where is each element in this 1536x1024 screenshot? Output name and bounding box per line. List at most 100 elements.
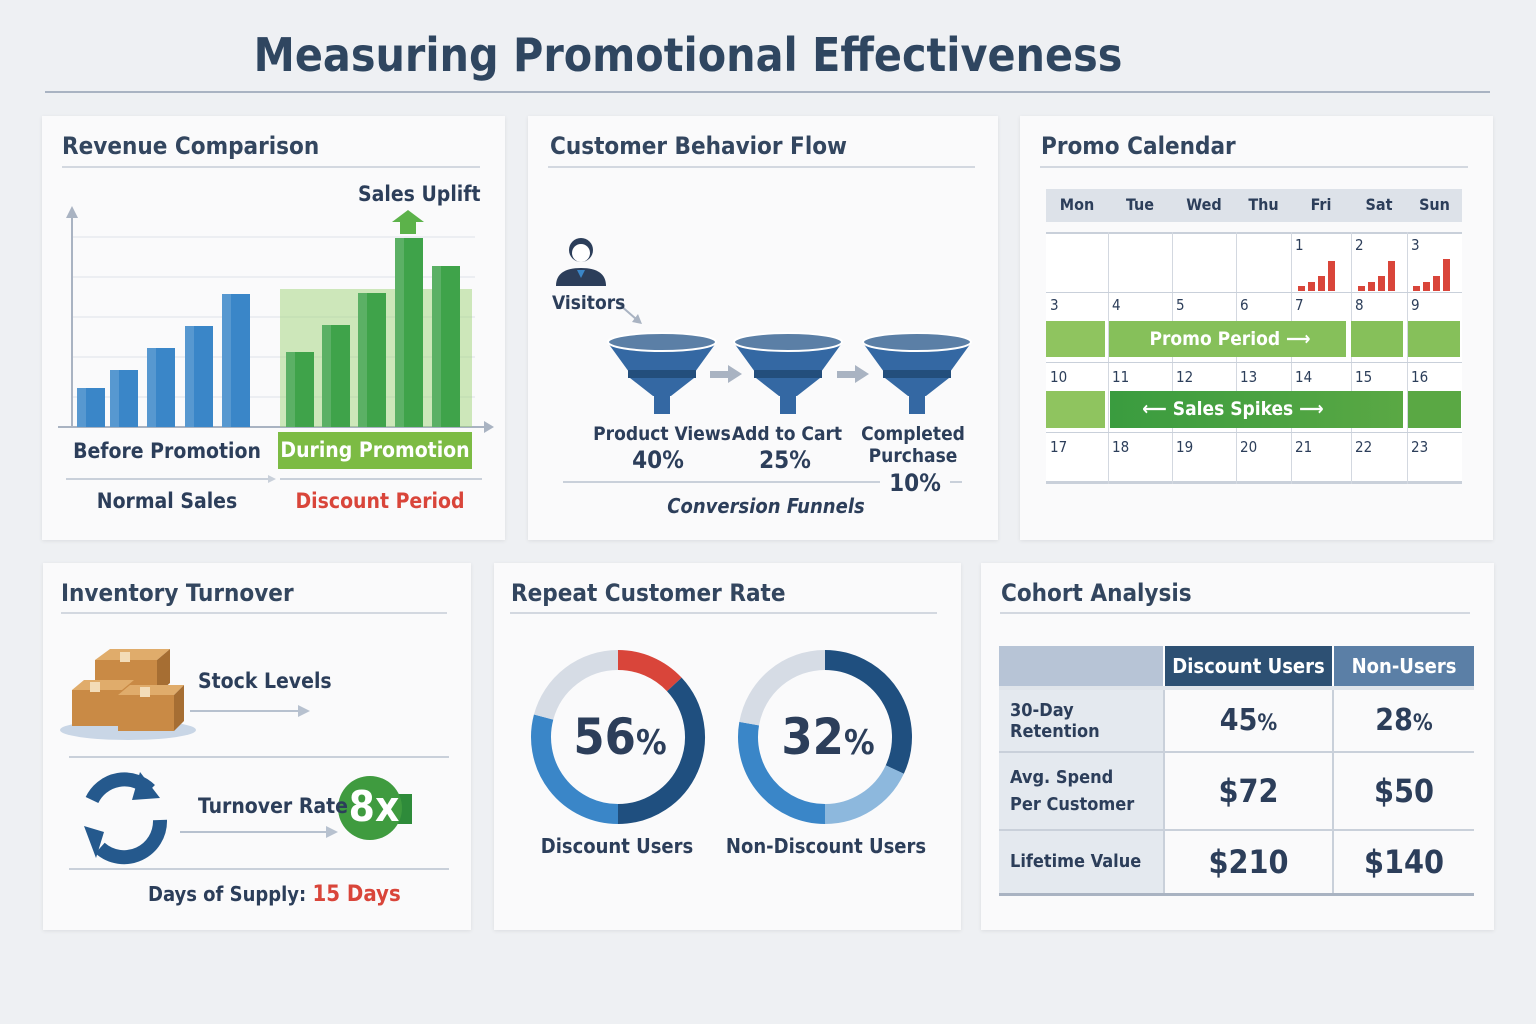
funnel-icon — [607, 332, 717, 414]
funnel-icon — [862, 332, 972, 414]
days-of-supply-value: 15 Days — [312, 882, 401, 907]
visitors-label: Visitors — [552, 292, 626, 314]
panel-title: Promo Calendar — [1041, 132, 1236, 160]
discount-period-label: Discount Period — [295, 489, 465, 513]
calendar-day[interactable]: 23 — [1411, 438, 1429, 456]
calendar-day[interactable]: 21 — [1295, 438, 1313, 456]
promo-period-label: Promo Period — [1149, 328, 1281, 350]
table-row: Avg. Spend Per Customer $72 $50 — [999, 752, 1474, 830]
calendar-day[interactable]: 19 — [1176, 438, 1194, 456]
stock-levels-label: Stock Levels — [198, 669, 332, 693]
calendar-day[interactable]: 13 — [1240, 368, 1258, 386]
weekday-header — [1046, 189, 1462, 222]
donut-value: 32% — [781, 708, 875, 766]
panel-title: Customer Behavior Flow — [550, 132, 847, 160]
bar — [222, 294, 250, 427]
title-divider — [45, 91, 1490, 93]
calendar-day[interactable]: 12 — [1176, 368, 1194, 386]
cohort-table: Discount Users Non-Users 30-Day Retentio… — [999, 646, 1474, 896]
table-row: Lifetime Value $210 $140 — [999, 830, 1474, 894]
calendar-day[interactable]: 11 — [1112, 368, 1130, 386]
bar — [110, 370, 138, 427]
promo-period-band — [1109, 321, 1346, 357]
weekday-label: Mon — [1059, 195, 1095, 214]
weekday-label: Sat — [1365, 195, 1393, 214]
bar — [395, 238, 423, 427]
donut-segment — [738, 721, 826, 824]
turnover-value: 8x — [348, 782, 400, 831]
bar — [147, 348, 175, 427]
calendar-day[interactable]: 6 — [1240, 296, 1249, 314]
before-promotion-label: Before Promotion — [73, 439, 261, 463]
sales-uplift-label: Sales Uplift — [358, 182, 481, 206]
stage-label: Completed — [861, 423, 965, 445]
spike-bar — [1413, 286, 1420, 291]
table-row: 30-Day Retention 45% 28% — [999, 688, 1474, 752]
bar — [322, 325, 350, 427]
calendar-day[interactable]: 16 — [1411, 368, 1429, 386]
turnover-rate-label: Turnover Rate — [198, 794, 348, 818]
donut-value: 56% — [573, 708, 667, 766]
turnover-badge — [338, 776, 402, 840]
weekday-label: Thu — [1248, 195, 1279, 214]
calendar-day[interactable]: 4 — [1112, 296, 1121, 314]
spike-bar — [1378, 276, 1385, 291]
calendar-day[interactable]: 3 — [1411, 236, 1420, 254]
panel-title: Repeat Customer Rate — [511, 579, 786, 607]
calendar-day[interactable]: 8 — [1355, 296, 1364, 314]
bar — [358, 293, 386, 427]
spike-bar — [1328, 261, 1335, 291]
calendar-day[interactable]: 10 — [1050, 368, 1068, 386]
donut-segment — [824, 650, 912, 774]
weekday-label: Fri — [1310, 195, 1332, 214]
calendar-day[interactable]: 7 — [1295, 296, 1304, 314]
panel-title: Inventory Turnover — [61, 579, 294, 607]
column-header: Discount Users — [1163, 646, 1333, 688]
stage-value: 40% — [632, 446, 684, 474]
repeat-panel — [494, 563, 961, 930]
up-arrow-icon — [392, 210, 424, 234]
visitor-icon — [556, 238, 606, 286]
stage-label: Purchase — [868, 445, 958, 467]
calendar-day[interactable]: 2 — [1355, 236, 1364, 254]
calendar-day[interactable]: 15 — [1355, 368, 1373, 386]
calendar-day[interactable]: 1 — [1295, 236, 1304, 254]
normal-sales-label: Normal Sales — [96, 489, 238, 513]
sales-spikes-band — [1110, 391, 1403, 428]
funnel-icon — [733, 332, 843, 414]
panel-title: Cohort Analysis — [1001, 579, 1192, 607]
spike-bar — [1388, 261, 1395, 291]
page-title: Measuring Promotional Effectiveness — [253, 28, 1123, 82]
days-of-supply-label: Days of Supply: 15 Days — [148, 882, 401, 907]
calendar-day[interactable]: 14 — [1295, 368, 1313, 386]
spike-bar — [1433, 276, 1440, 291]
panel-title: Revenue Comparison — [62, 132, 320, 160]
donut-segment — [617, 677, 705, 824]
calendar-day[interactable]: 22 — [1355, 438, 1373, 456]
spike-bar — [1443, 259, 1450, 291]
during-promotion-label: During Promotion — [278, 432, 472, 469]
stage-value: 25% — [759, 446, 811, 474]
calendar-day[interactable]: 5 — [1176, 296, 1185, 314]
donut-segment — [533, 650, 619, 721]
weekday-label: Sun — [1419, 195, 1450, 214]
calendar-day[interactable]: 18 — [1112, 438, 1130, 456]
donut-label: Discount Users — [540, 834, 694, 858]
funnel-caption: Conversion Funnels — [667, 494, 865, 518]
sales-spikes-label: Sales Spikes — [1172, 398, 1294, 420]
calendar-day[interactable]: 3 — [1050, 296, 1059, 314]
calendar-day[interactable]: 9 — [1411, 296, 1420, 314]
spike-bar — [1298, 286, 1305, 291]
donut-segment — [531, 714, 619, 824]
bar — [77, 388, 105, 427]
weekday-label: Tue — [1125, 195, 1155, 214]
bar — [432, 266, 460, 427]
spike-bar — [1318, 276, 1325, 291]
spike-bar — [1368, 282, 1375, 291]
calendar-day[interactable]: 17 — [1050, 438, 1068, 456]
calendar-day[interactable]: 20 — [1240, 438, 1258, 456]
spike-bar — [1423, 282, 1430, 291]
